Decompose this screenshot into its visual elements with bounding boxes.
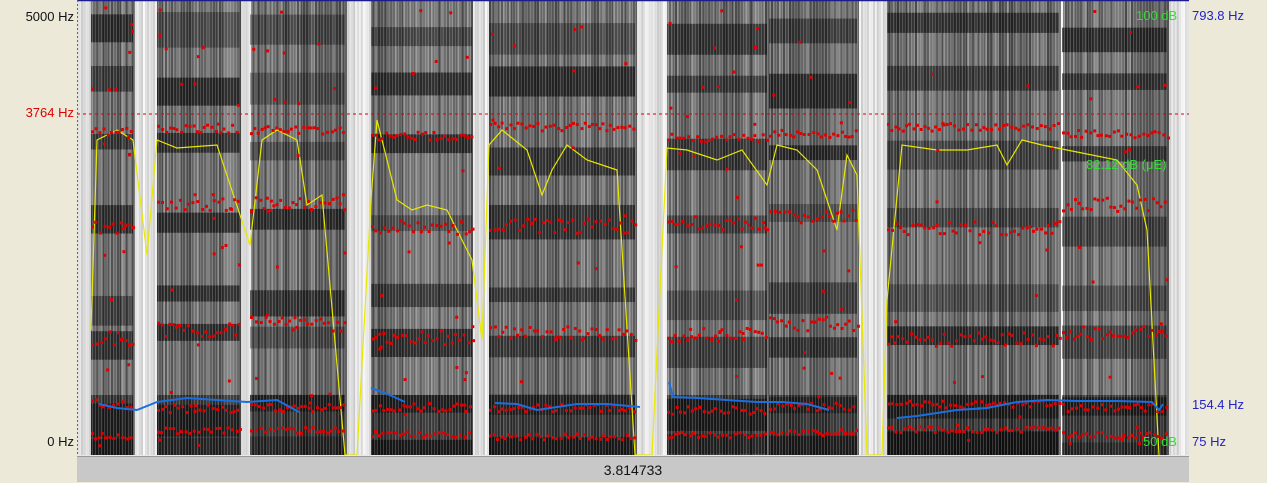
selection-duration-label: 3.814733 — [603, 462, 663, 478]
pitch-bottom-label: 75 Hz — [1192, 434, 1226, 449]
intensity-bottom-label: 50 dB — [1143, 434, 1177, 449]
spectrogram-panel[interactable] — [77, 0, 1189, 455]
freq-bottom-label: 0 Hz — [47, 434, 74, 449]
cursor-freq-label: 3764 Hz — [25, 105, 74, 120]
pitch-contour — [98, 381, 1164, 419]
intensity-top-label: 100 dB — [1136, 8, 1178, 23]
formant-dots — [91, 6, 1170, 448]
freq-top-label: 5000 Hz — [25, 9, 74, 24]
spectrogram-texture — [77, 0, 1189, 455]
spectrogram[interactable] — [77, 0, 1189, 455]
selection-duration-bar[interactable]: 3.814733 — [77, 456, 1189, 482]
intensity-cursor-label: 82.12 dB (μE) — [1086, 157, 1167, 172]
pitch-cursor-label: 154.4 Hz — [1192, 397, 1245, 412]
pitch-top-label: 793.8 Hz — [1192, 8, 1245, 23]
intensity-contour — [90, 119, 1160, 455]
